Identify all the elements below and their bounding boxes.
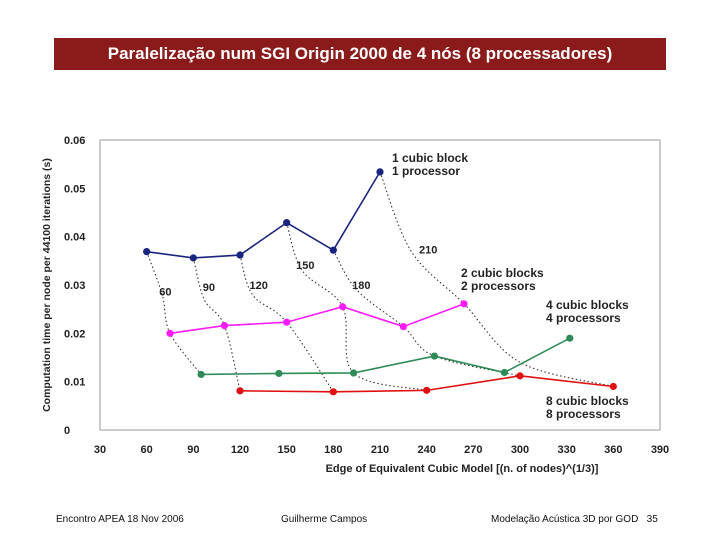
y-tick-label-0.04: 0.04 [64,232,86,244]
series-1-point-4 [283,219,291,227]
series-line-1 [146,171,381,259]
x-tick-label-270: 270 [464,444,482,456]
series-1-point-3 [236,251,244,259]
footer-event: Encontro APEA 18 Nov 2006 [56,514,184,525]
plot-frame [99,139,661,431]
series-4-point-2 [329,388,337,396]
series-label-4: 8 cubic blocks 8 processors [546,394,629,421]
x-axis-title: Edge of Equivalent Cubic Model [(n. of n… [326,463,599,475]
series-3-point-2 [275,369,283,378]
size-label-120: 120 [249,280,267,292]
series-label-1: 1 cubic block 1 processor [392,151,468,178]
y-tick-label-0.02: 0.02 [64,328,85,340]
series-4-point-4 [516,372,524,380]
series-label-3-line-2: 4 processors [546,311,621,325]
series-4-point-5 [609,382,617,391]
slide-title: Paralelização num SGI Origin 2000 de 4 n… [107,44,613,63]
series-1-point-1 [143,248,151,256]
footer-author: Guilherme Campos [281,514,368,525]
series-3-point-3 [349,369,358,377]
series-1-point-5 [329,246,337,254]
size-label-180: 180 [352,280,370,292]
size-contour-180 [332,249,521,377]
x-tick-label-150: 150 [277,444,295,456]
series-1-point-6 [376,168,384,176]
size-contour-60 [146,251,202,375]
x-tick-label-60: 60 [141,444,153,456]
series-4-point-3 [423,386,431,394]
y-tick-label-0: 0 [64,425,70,437]
series-3-point-5 [500,368,509,377]
x-tick-label-180: 180 [324,444,342,456]
y-tick-label-0.05: 0.05 [64,183,85,195]
x-tick-label-360: 360 [604,444,622,456]
series-label-3-line-1: 4 cubic blocks [546,298,629,312]
size-label-60: 60 [159,287,171,299]
y-tick-label-0.01: 0.01 [64,377,85,389]
series-2-point-5 [399,322,407,331]
size-contour-90 [192,257,241,391]
series-2-point-3 [283,318,291,326]
x-tick-label-90: 90 [187,444,199,456]
series-label-4-line-1: 8 cubic blocks [546,394,629,408]
series-4-point-1 [236,387,244,395]
series-label-2: 2 cubic blocks 2 processors [461,266,544,293]
size-contour-120 [239,254,334,393]
footer-page-number: 35 [646,514,658,525]
x-tick-label-330: 330 [557,444,575,456]
series-label-2-line-1: 2 cubic blocks [461,266,544,280]
y-tick-label-0.03: 0.03 [64,280,85,292]
size-label-150: 150 [296,260,314,272]
series-label-1-line-1: 1 cubic block [392,151,468,165]
series-label-3: 4 cubic blocks 4 processors [546,298,629,325]
series-3-point-4 [430,352,439,360]
series-label-4-line-2: 8 processors [546,407,621,421]
size-contour-150 [286,222,427,391]
x-tick-label-300: 300 [511,444,529,456]
y-axis-title: Computation time per node per 44100 iter… [41,158,53,412]
x-tick-label-210: 210 [371,444,389,456]
x-tick-label-30: 30 [94,444,106,456]
series-1-point-2 [189,254,197,262]
series-label-1-line-2: 1 processor [392,164,460,178]
series-2-point-2 [220,322,229,330]
y-tick-label-0.06: 0.06 [64,135,85,147]
x-tick-label-390: 390 [651,444,669,456]
series-label-2-line-2: 2 processors [461,279,536,293]
slide-title-bar: Paralelização num SGI Origin 2000 de 4 n… [54,38,666,70]
footer-topic-text: Modelação Acústica 3D por GOD [491,514,639,525]
series-2-point-4 [339,303,347,311]
size-label-210: 210 [419,245,437,257]
series-line-3 [201,337,571,376]
footer-topic: Modelação Acústica 3D por GOD 35 [491,514,658,525]
x-tick-label-240: 240 [417,444,435,456]
series-2-point-1 [166,329,174,337]
series-3-point-6 [566,334,574,342]
series-2-point-6 [460,300,468,308]
series-3-point-1 [197,370,205,379]
x-tick-label-120: 120 [231,444,249,456]
series-line-2 [169,303,465,335]
size-label-90: 90 [203,282,215,294]
